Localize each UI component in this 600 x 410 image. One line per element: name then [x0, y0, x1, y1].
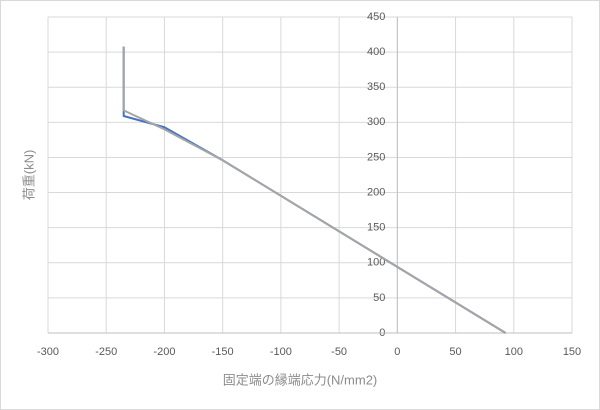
x-tick-label: 50 — [449, 346, 461, 358]
y-tick-label: 400 — [367, 46, 385, 58]
y-tick-label: 350 — [367, 81, 385, 93]
y-tick-label: 150 — [367, 222, 385, 234]
x-axis-title: 固定端の縁端応力(N/mm2) — [223, 372, 378, 387]
x-tick-label: -300 — [37, 346, 59, 358]
x-tick-label: -250 — [95, 346, 117, 358]
y-tick-label: 250 — [367, 151, 385, 163]
y-axis-title: 荷重(kN) — [21, 150, 36, 201]
y-tick-label: 300 — [367, 116, 385, 128]
x-tick-label: -100 — [270, 346, 292, 358]
x-tick-label: 100 — [505, 346, 523, 358]
y-tick-label: 100 — [367, 257, 385, 269]
x-tick-label: 150 — [563, 346, 581, 358]
series-line — [122, 46, 507, 334]
y-tick-label: 200 — [367, 186, 385, 198]
x-tick-label: 0 — [394, 346, 400, 358]
x-tick-label: -50 — [331, 346, 347, 358]
x-tick-label: -200 — [153, 346, 175, 358]
x-tick-label: -150 — [212, 346, 234, 358]
y-tick-label: 50 — [373, 292, 385, 304]
y-tick-label: 450 — [367, 11, 385, 23]
